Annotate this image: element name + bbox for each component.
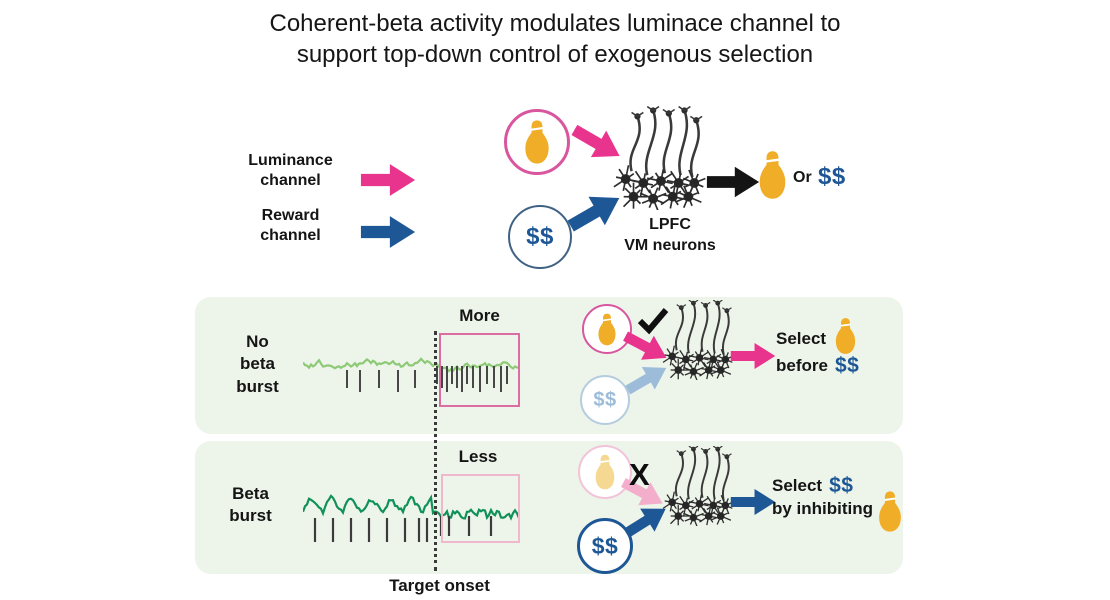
target-onset-label: Target onset (389, 576, 490, 595)
luminance-cue-circle-no-beta (582, 304, 632, 354)
lightbulb-icon-faded (593, 453, 617, 491)
select-label: Select (772, 476, 823, 495)
inhibited-lightbulb-icon (876, 489, 904, 534)
x-mark: X (629, 457, 650, 492)
beta-burst-panel (195, 441, 903, 574)
selected-lightbulb-icon (833, 317, 858, 355)
reward-channel-line2: channel (260, 227, 321, 244)
beta-line2: burst (229, 506, 272, 526)
reward-channel-label: Reward channel (228, 206, 353, 246)
select-arrow-blue-icon (730, 486, 776, 518)
luminance-channel-label: Luminance channel (228, 151, 353, 191)
lfp-trace-beta (303, 494, 521, 542)
lpfc-vm-neurons-label: LPFC VM neurons (605, 214, 735, 256)
by-inhibiting-label: by inhibiting (772, 499, 874, 519)
figure-title: Coherent-beta activity modulates luminac… (0, 8, 1110, 70)
lfp-trace-no-beta (303, 357, 520, 392)
neurons-icon (662, 300, 735, 380)
reward-cue-circle-faded: $$ (580, 375, 630, 425)
luminance-cue-circle (504, 109, 570, 175)
select-arrow-pink-icon (730, 340, 776, 372)
outcome-reward-symbol: $$ (818, 163, 846, 190)
reward-channel-line1: Reward (261, 207, 320, 224)
reward-arrow-icon (360, 212, 416, 252)
luminance-channel-line1: Luminance (248, 152, 333, 169)
checkmark-icon (637, 308, 669, 335)
target-onset-line (434, 331, 437, 571)
outcome-lightbulb-icon (756, 149, 789, 201)
lpfc-label-line1: LPFC (649, 216, 691, 233)
lightbulb-icon (522, 119, 552, 165)
beta-burst-label: Beta burst (203, 483, 298, 528)
luminance-cue-circle-faded (578, 445, 632, 499)
reward-symbol-faded: $$ (593, 388, 617, 411)
luminance-arrow-icon (360, 160, 416, 200)
neurons-icon (613, 106, 706, 210)
beta-outcome: Select $$ by inhibiting (772, 474, 874, 520)
no-beta-line1: No (246, 332, 269, 351)
reward-symbol: $$ (834, 354, 860, 377)
beta-line1: Beta (232, 484, 269, 503)
lightbulb-icon (596, 312, 618, 347)
reward-symbol: $$ (591, 532, 619, 559)
luminance-channel-line2: channel (260, 172, 321, 189)
figure-title-line2: support top-down control of exogenous se… (296, 41, 814, 69)
no-beta-burst-label: No beta burst (210, 331, 305, 398)
or-label: Or (793, 169, 812, 186)
more-highlight-box (439, 333, 520, 407)
select-label: Select (776, 329, 827, 348)
more-annotation: More (459, 306, 500, 325)
before-label: before (776, 356, 828, 375)
reward-cue-circle: $$ (508, 205, 572, 269)
lpfc-label-line2: VM neurons (624, 237, 716, 255)
less-annotation: Less (458, 447, 498, 466)
neurons-icon (662, 446, 735, 526)
no-beta-outcome: Select before $$ (776, 329, 859, 378)
less-highlight-box (441, 474, 520, 543)
reward-symbol: $$ (829, 474, 854, 497)
figure-title-line1: Coherent-beta activity modulates luminac… (269, 10, 841, 37)
reward-cue-circle-beta: $$ (577, 518, 633, 574)
no-beta-line3: burst (236, 376, 279, 396)
output-arrow-icon (706, 163, 760, 201)
reward-symbol: $$ (526, 223, 554, 250)
no-beta-line2: beta (240, 354, 275, 374)
